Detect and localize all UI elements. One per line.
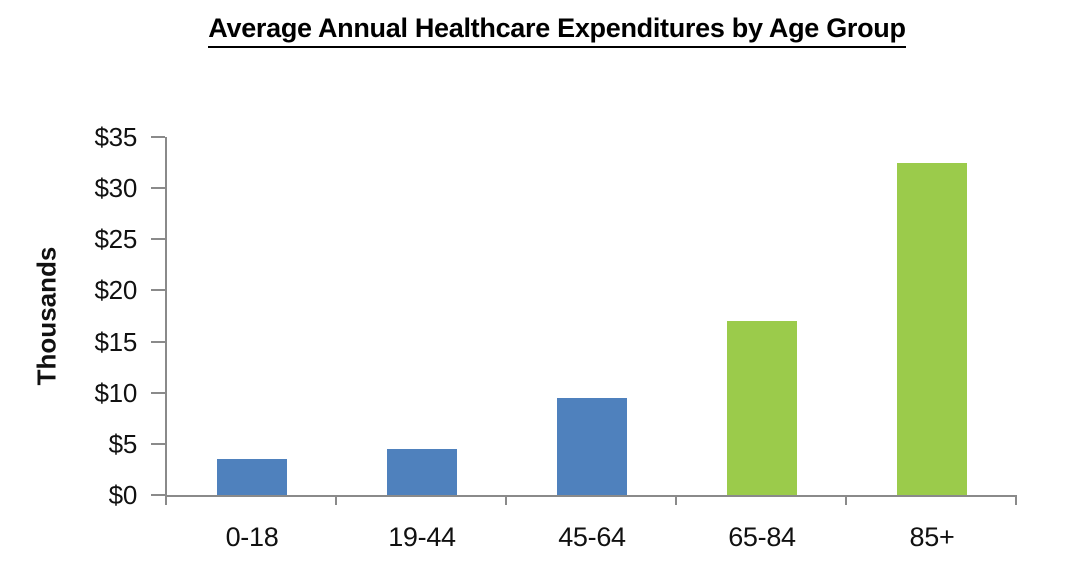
y-axis-tick-label: $20 bbox=[94, 275, 138, 306]
y-axis-tick-label: $10 bbox=[94, 377, 138, 408]
y-axis-tick-label: $30 bbox=[94, 173, 138, 204]
x-axis-tick bbox=[165, 495, 167, 505]
x-axis-label: 45-64 bbox=[558, 522, 626, 552]
x-axis-label: 65-84 bbox=[728, 522, 796, 552]
y-axis-tick bbox=[151, 494, 165, 496]
y-axis-tick-label: $15 bbox=[94, 326, 138, 357]
x-axis-label: 0-18 bbox=[225, 522, 279, 552]
y-axis-tick bbox=[151, 289, 165, 292]
y-axis-tick-label: $5 bbox=[108, 428, 138, 459]
x-axis-tick bbox=[1015, 495, 1017, 505]
y-axis-tick bbox=[151, 187, 165, 190]
y-axis-tick bbox=[151, 340, 165, 343]
x-axis-tick bbox=[505, 495, 507, 505]
y-axis-tick bbox=[151, 136, 165, 138]
x-axis-line bbox=[165, 495, 1017, 497]
bar-65-84 bbox=[727, 321, 797, 495]
y-axis-tick bbox=[151, 238, 165, 241]
y-axis-title: Thousands bbox=[31, 246, 62, 386]
bar-19-44 bbox=[387, 449, 457, 495]
bar-85+ bbox=[897, 163, 967, 495]
y-axis-tick-label: $25 bbox=[94, 224, 138, 255]
x-axis-label: 85+ bbox=[909, 522, 955, 552]
y-axis-tick bbox=[151, 442, 165, 445]
bar-45-64 bbox=[557, 398, 627, 495]
chart-title: Average Annual Healthcare Expenditures b… bbox=[208, 13, 906, 48]
x-axis-label: 19-44 bbox=[388, 522, 456, 552]
bar-0-18 bbox=[217, 459, 287, 495]
x-axis-tick bbox=[845, 495, 847, 505]
y-axis-tick-label: $0 bbox=[108, 480, 138, 510]
y-axis-tick-label: $35 bbox=[94, 122, 138, 152]
y-axis-tick bbox=[151, 391, 165, 394]
chart-title-row: Average Annual Healthcare Expenditures b… bbox=[40, 13, 1074, 48]
x-axis-tick bbox=[675, 495, 677, 505]
y-axis-line bbox=[165, 137, 167, 495]
x-axis-tick bbox=[335, 495, 337, 505]
plot-area: $0 $5 $10 $15 $20 $25 $30 $35 0-18 19-44 45-64 65-8… bbox=[95, 122, 1017, 552]
